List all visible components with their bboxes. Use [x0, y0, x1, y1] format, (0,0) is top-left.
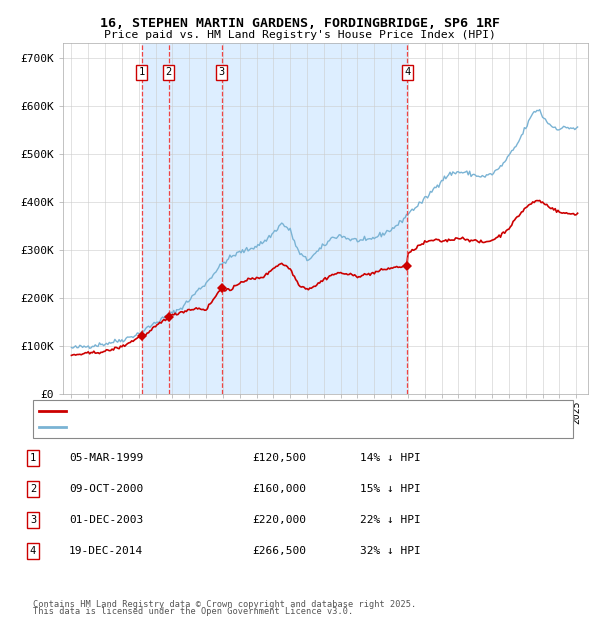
Text: 01-DEC-2003: 01-DEC-2003: [69, 515, 143, 525]
Text: 2: 2: [30, 484, 36, 494]
Text: 1: 1: [139, 67, 145, 78]
Text: Contains HM Land Registry data © Crown copyright and database right 2025.: Contains HM Land Registry data © Crown c…: [33, 600, 416, 609]
Text: 15% ↓ HPI: 15% ↓ HPI: [360, 484, 421, 494]
Text: 4: 4: [30, 546, 36, 556]
Text: Price paid vs. HM Land Registry's House Price Index (HPI): Price paid vs. HM Land Registry's House …: [104, 30, 496, 40]
Text: 16, STEPHEN MARTIN GARDENS, FORDINGBRIDGE, SP6 1RF: 16, STEPHEN MARTIN GARDENS, FORDINGBRIDG…: [100, 17, 500, 30]
Text: 1: 1: [30, 453, 36, 463]
Text: 2: 2: [166, 67, 172, 78]
Text: 3: 3: [218, 67, 224, 78]
Text: 14% ↓ HPI: 14% ↓ HPI: [360, 453, 421, 463]
Text: £220,000: £220,000: [252, 515, 306, 525]
Text: 05-MAR-1999: 05-MAR-1999: [69, 453, 143, 463]
Text: £266,500: £266,500: [252, 546, 306, 556]
Text: 09-OCT-2000: 09-OCT-2000: [69, 484, 143, 494]
Text: 19-DEC-2014: 19-DEC-2014: [69, 546, 143, 556]
Text: 4: 4: [404, 67, 410, 78]
Text: £120,500: £120,500: [252, 453, 306, 463]
Text: £160,000: £160,000: [252, 484, 306, 494]
Bar: [142, 43, 407, 394]
Text: 16, STEPHEN MARTIN GARDENS, FORDINGBRIDGE, SP6 1RF (detached house): 16, STEPHEN MARTIN GARDENS, FORDINGBRIDG…: [72, 406, 508, 416]
Text: This data is licensed under the Open Government Licence v3.0.: This data is licensed under the Open Gov…: [33, 607, 353, 616]
Text: 3: 3: [30, 515, 36, 525]
Text: 22% ↓ HPI: 22% ↓ HPI: [360, 515, 421, 525]
Text: 32% ↓ HPI: 32% ↓ HPI: [360, 546, 421, 556]
Text: HPI: Average price, detached house, New Forest: HPI: Average price, detached house, New …: [72, 422, 371, 432]
